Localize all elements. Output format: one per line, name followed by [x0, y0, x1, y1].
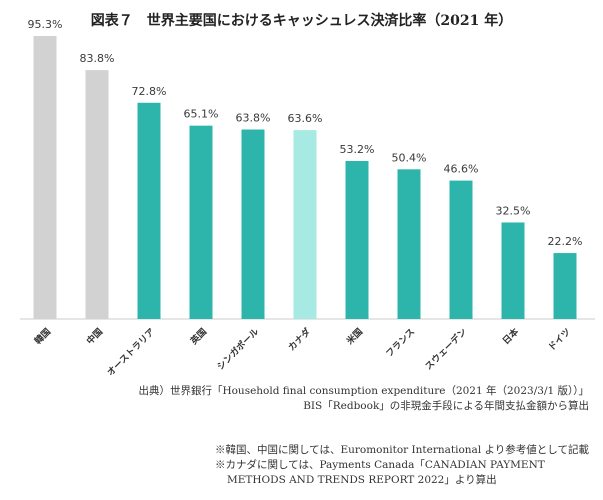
bar-5 [241, 129, 265, 319]
bar-chart: 95.3% 83.8% 72.8% 65.1% 63.8% 63.6% 53.2% 50.4%… [20, 18, 595, 378]
source-line-1: 出典）世界銀行「Household final consumption expe… [138, 385, 589, 397]
source-line-2: BIS「Redbook」の非現金手段による年間支払金額から算出 [303, 400, 589, 412]
bar-8 [397, 169, 421, 319]
bar-10 [501, 222, 525, 319]
bar-value-label: 22.2% [548, 235, 583, 248]
bar-9 [449, 180, 473, 319]
footnote-canada-cont: METHODS AND TRENDS REPORT 2022」より算出 [226, 474, 497, 486]
footnotes: ※韓国、中国に関しては、Euromonitor International より… [215, 443, 589, 488]
bar-6 [293, 130, 317, 319]
category-tick-label: 日本 [500, 325, 522, 347]
footnote-korea-china: ※韓国、中国に関しては、Euromonitor International より… [214, 444, 589, 456]
bar-7 [345, 160, 369, 319]
bar-value-label: 95.3% [28, 18, 63, 31]
category-tick-label: スウェーデン [422, 326, 469, 373]
bar-11 [553, 253, 577, 319]
bar-1 [33, 35, 57, 320]
category-tick-label: シンガポール [214, 326, 261, 373]
bar-3 [137, 102, 161, 319]
bar-value-label: 50.4% [392, 151, 427, 164]
category-tick-label: フランス [384, 326, 417, 359]
bar-value-label: 53.2% [340, 143, 375, 156]
bar-value-label: 65.1% [184, 108, 219, 121]
category-tick-label: ドイツ [546, 326, 573, 353]
footnote-canada: ※カナダに関しては、Payments Canada「CANADIAN PAYME… [214, 459, 545, 471]
bar-2 [85, 70, 109, 319]
bar-value-label: 72.8% [132, 85, 167, 98]
bar-4 [189, 125, 213, 319]
category-tick-label: カナダ [286, 326, 314, 354]
bar-value-label: 83.8% [80, 52, 115, 65]
category-tick-label: 中国 [84, 326, 105, 347]
category-tick-label: オーストラリア [105, 326, 157, 378]
bar-value-label: 63.8% [236, 112, 271, 125]
category-tick-label: 米国 [343, 326, 365, 348]
bar-value-label: 46.6% [444, 163, 479, 176]
source-citation: 出典）世界銀行「Household final consumption expe… [138, 384, 589, 414]
bar-value-label: 32.5% [496, 204, 531, 217]
category-tick-label: 英国 [187, 326, 209, 348]
chart-title: 図表７ 世界主要国におけるキャッシュレス決済比率（2021 年） [90, 13, 513, 29]
bar-value-label: 63.6% [288, 112, 323, 125]
category-tick-label: 韓国 [32, 326, 53, 347]
